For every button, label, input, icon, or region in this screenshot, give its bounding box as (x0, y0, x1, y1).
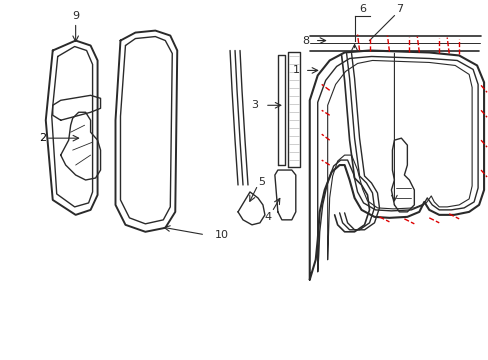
Polygon shape (274, 170, 295, 220)
Polygon shape (390, 138, 413, 212)
Polygon shape (309, 50, 483, 280)
Text: 7: 7 (395, 4, 402, 14)
Text: 10: 10 (215, 230, 229, 240)
Text: 4: 4 (264, 212, 271, 222)
Polygon shape (277, 55, 285, 165)
Text: 8: 8 (302, 36, 309, 46)
Text: 1: 1 (292, 66, 299, 76)
Polygon shape (53, 95, 101, 120)
Text: 6: 6 (358, 4, 366, 14)
Text: 2: 2 (39, 133, 46, 143)
Text: 3: 3 (250, 100, 258, 110)
Polygon shape (61, 112, 101, 180)
Polygon shape (287, 53, 299, 167)
Polygon shape (115, 31, 177, 232)
Polygon shape (46, 41, 98, 215)
Text: 5: 5 (258, 177, 265, 187)
Text: 9: 9 (72, 11, 79, 21)
